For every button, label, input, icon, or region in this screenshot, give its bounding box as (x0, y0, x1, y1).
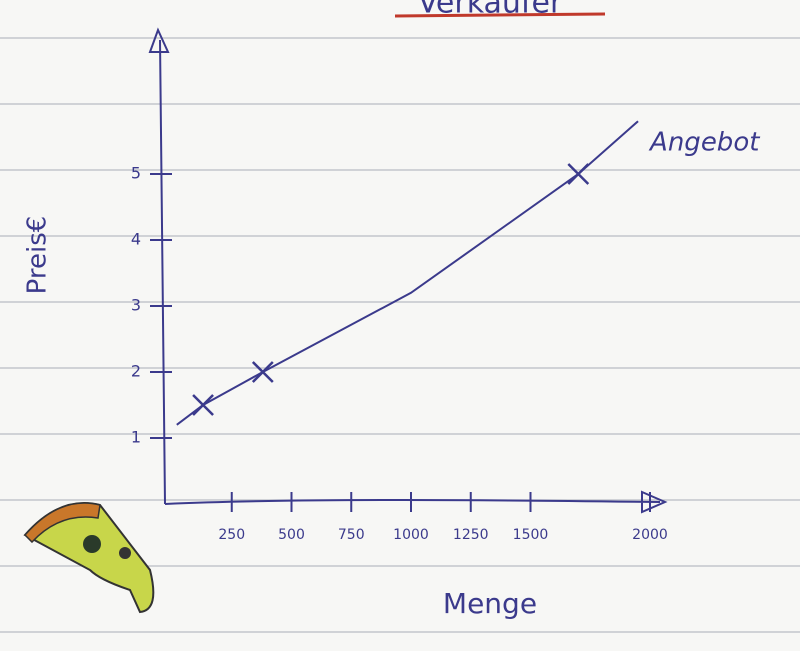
y-tick-label: 3 (131, 296, 141, 315)
y-tick-label: 2 (131, 362, 141, 381)
x-tick-label: 1500 (513, 527, 549, 543)
y-tick-label: 1 (131, 428, 141, 447)
axes (148, 27, 668, 514)
x-tick-label: 250 (218, 527, 245, 543)
cross-marker (192, 394, 214, 416)
x-tick-label: 750 (338, 527, 365, 543)
x-tick-label: 2000 (632, 527, 668, 543)
y-axis-label: Preis€ (23, 216, 53, 295)
pizza-icon (23, 502, 155, 614)
y-tick-label: 4 (131, 230, 141, 249)
cross-marker (251, 361, 274, 383)
x-axis-label: Menge (443, 587, 537, 620)
legend-label: Angebot (648, 128, 760, 158)
y-tick-label: 5 (131, 164, 141, 183)
x-tick-label: 1000 (393, 527, 429, 543)
paper-lines (0, 37, 800, 633)
cross-marker (567, 163, 590, 185)
data-line (176, 120, 639, 426)
x-tick-label: 1250 (453, 527, 489, 543)
title-underline (394, 12, 606, 18)
chart-title: Verkäufer (418, 0, 563, 21)
x-tick-label: 500 (278, 527, 305, 543)
